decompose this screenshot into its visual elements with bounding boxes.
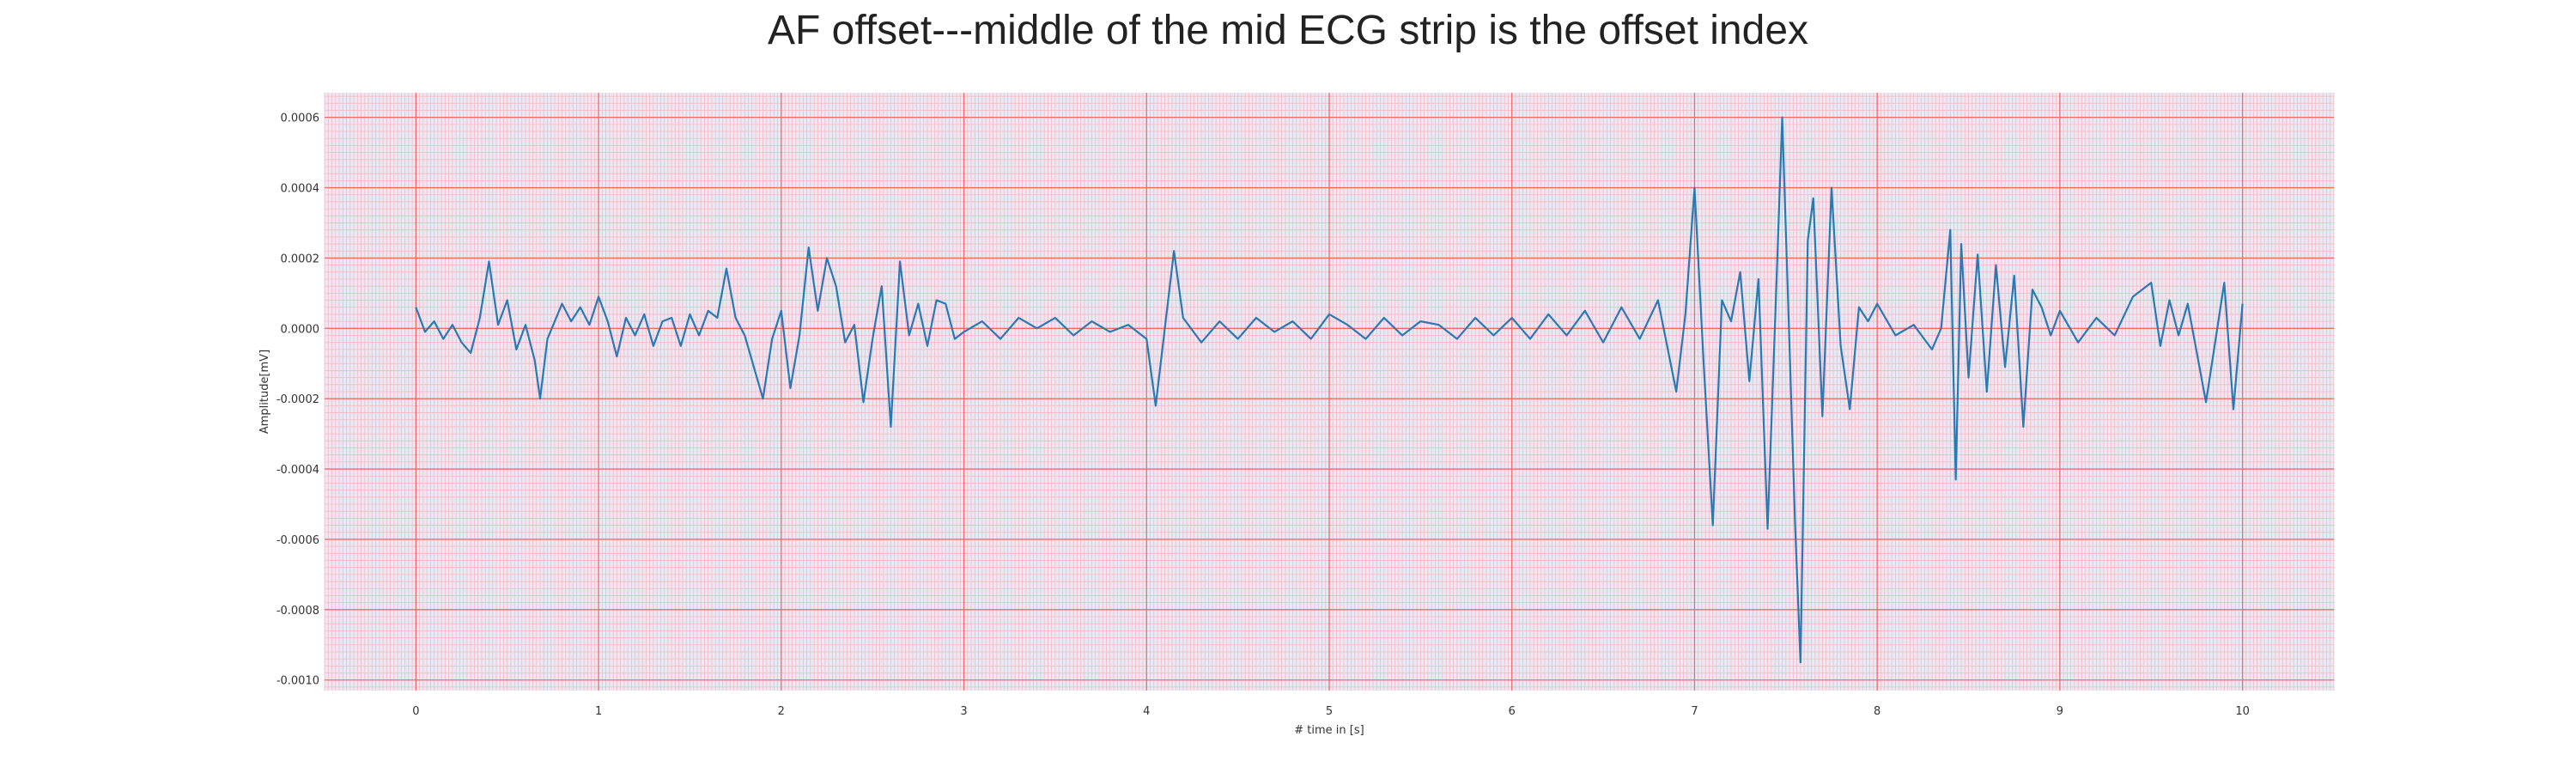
x-tick-label: 0: [412, 705, 419, 718]
chart-title: AF offset---middle of the mid ECG strip …: [767, 8, 1809, 53]
y-tick-label: 0.0006: [281, 113, 320, 125]
x-tick-label: 4: [1143, 705, 1150, 718]
ecg-signal-line: [415, 116, 2244, 664]
x-axis-label: # time in [s]: [1294, 724, 1364, 737]
y-tick-label: -0.0004: [276, 464, 319, 477]
x-tick-label: 6: [1509, 705, 1516, 718]
major-grid: [325, 93, 2334, 691]
x-tick-label: 8: [1874, 705, 1880, 718]
y-tick-labels: 0.0006 0.0004 0.0002 0.0000 -0.0002 -0.0004 -0…: [276, 113, 319, 688]
x-tick-label: 7: [1691, 705, 1698, 718]
x-tick-label: 10: [2235, 705, 2250, 718]
x-tick-label: 5: [1326, 705, 1333, 718]
minor-grid: [324, 93, 2335, 691]
y-tick-label: -0.0010: [276, 675, 319, 688]
x-tick-labels: 0 1 2 3 4 5 6 7 8 9 10: [412, 705, 2250, 718]
y-tick-label: -0.0006: [276, 534, 319, 547]
y-tick-label: -0.0002: [276, 393, 319, 406]
x-tick-label: 1: [595, 705, 602, 718]
y-tick-label: 0.0002: [281, 253, 320, 265]
y-axis-label: Amplitude[mV]: [258, 350, 271, 434]
x-tick-label: 3: [960, 705, 967, 718]
x-tick-label: 2: [778, 705, 785, 718]
y-tick-label: 0.0004: [281, 183, 320, 196]
y-tick-label: -0.0008: [276, 605, 319, 618]
x-tick-label: 9: [2057, 705, 2063, 718]
y-tick-label: 0.0000: [281, 323, 320, 336]
